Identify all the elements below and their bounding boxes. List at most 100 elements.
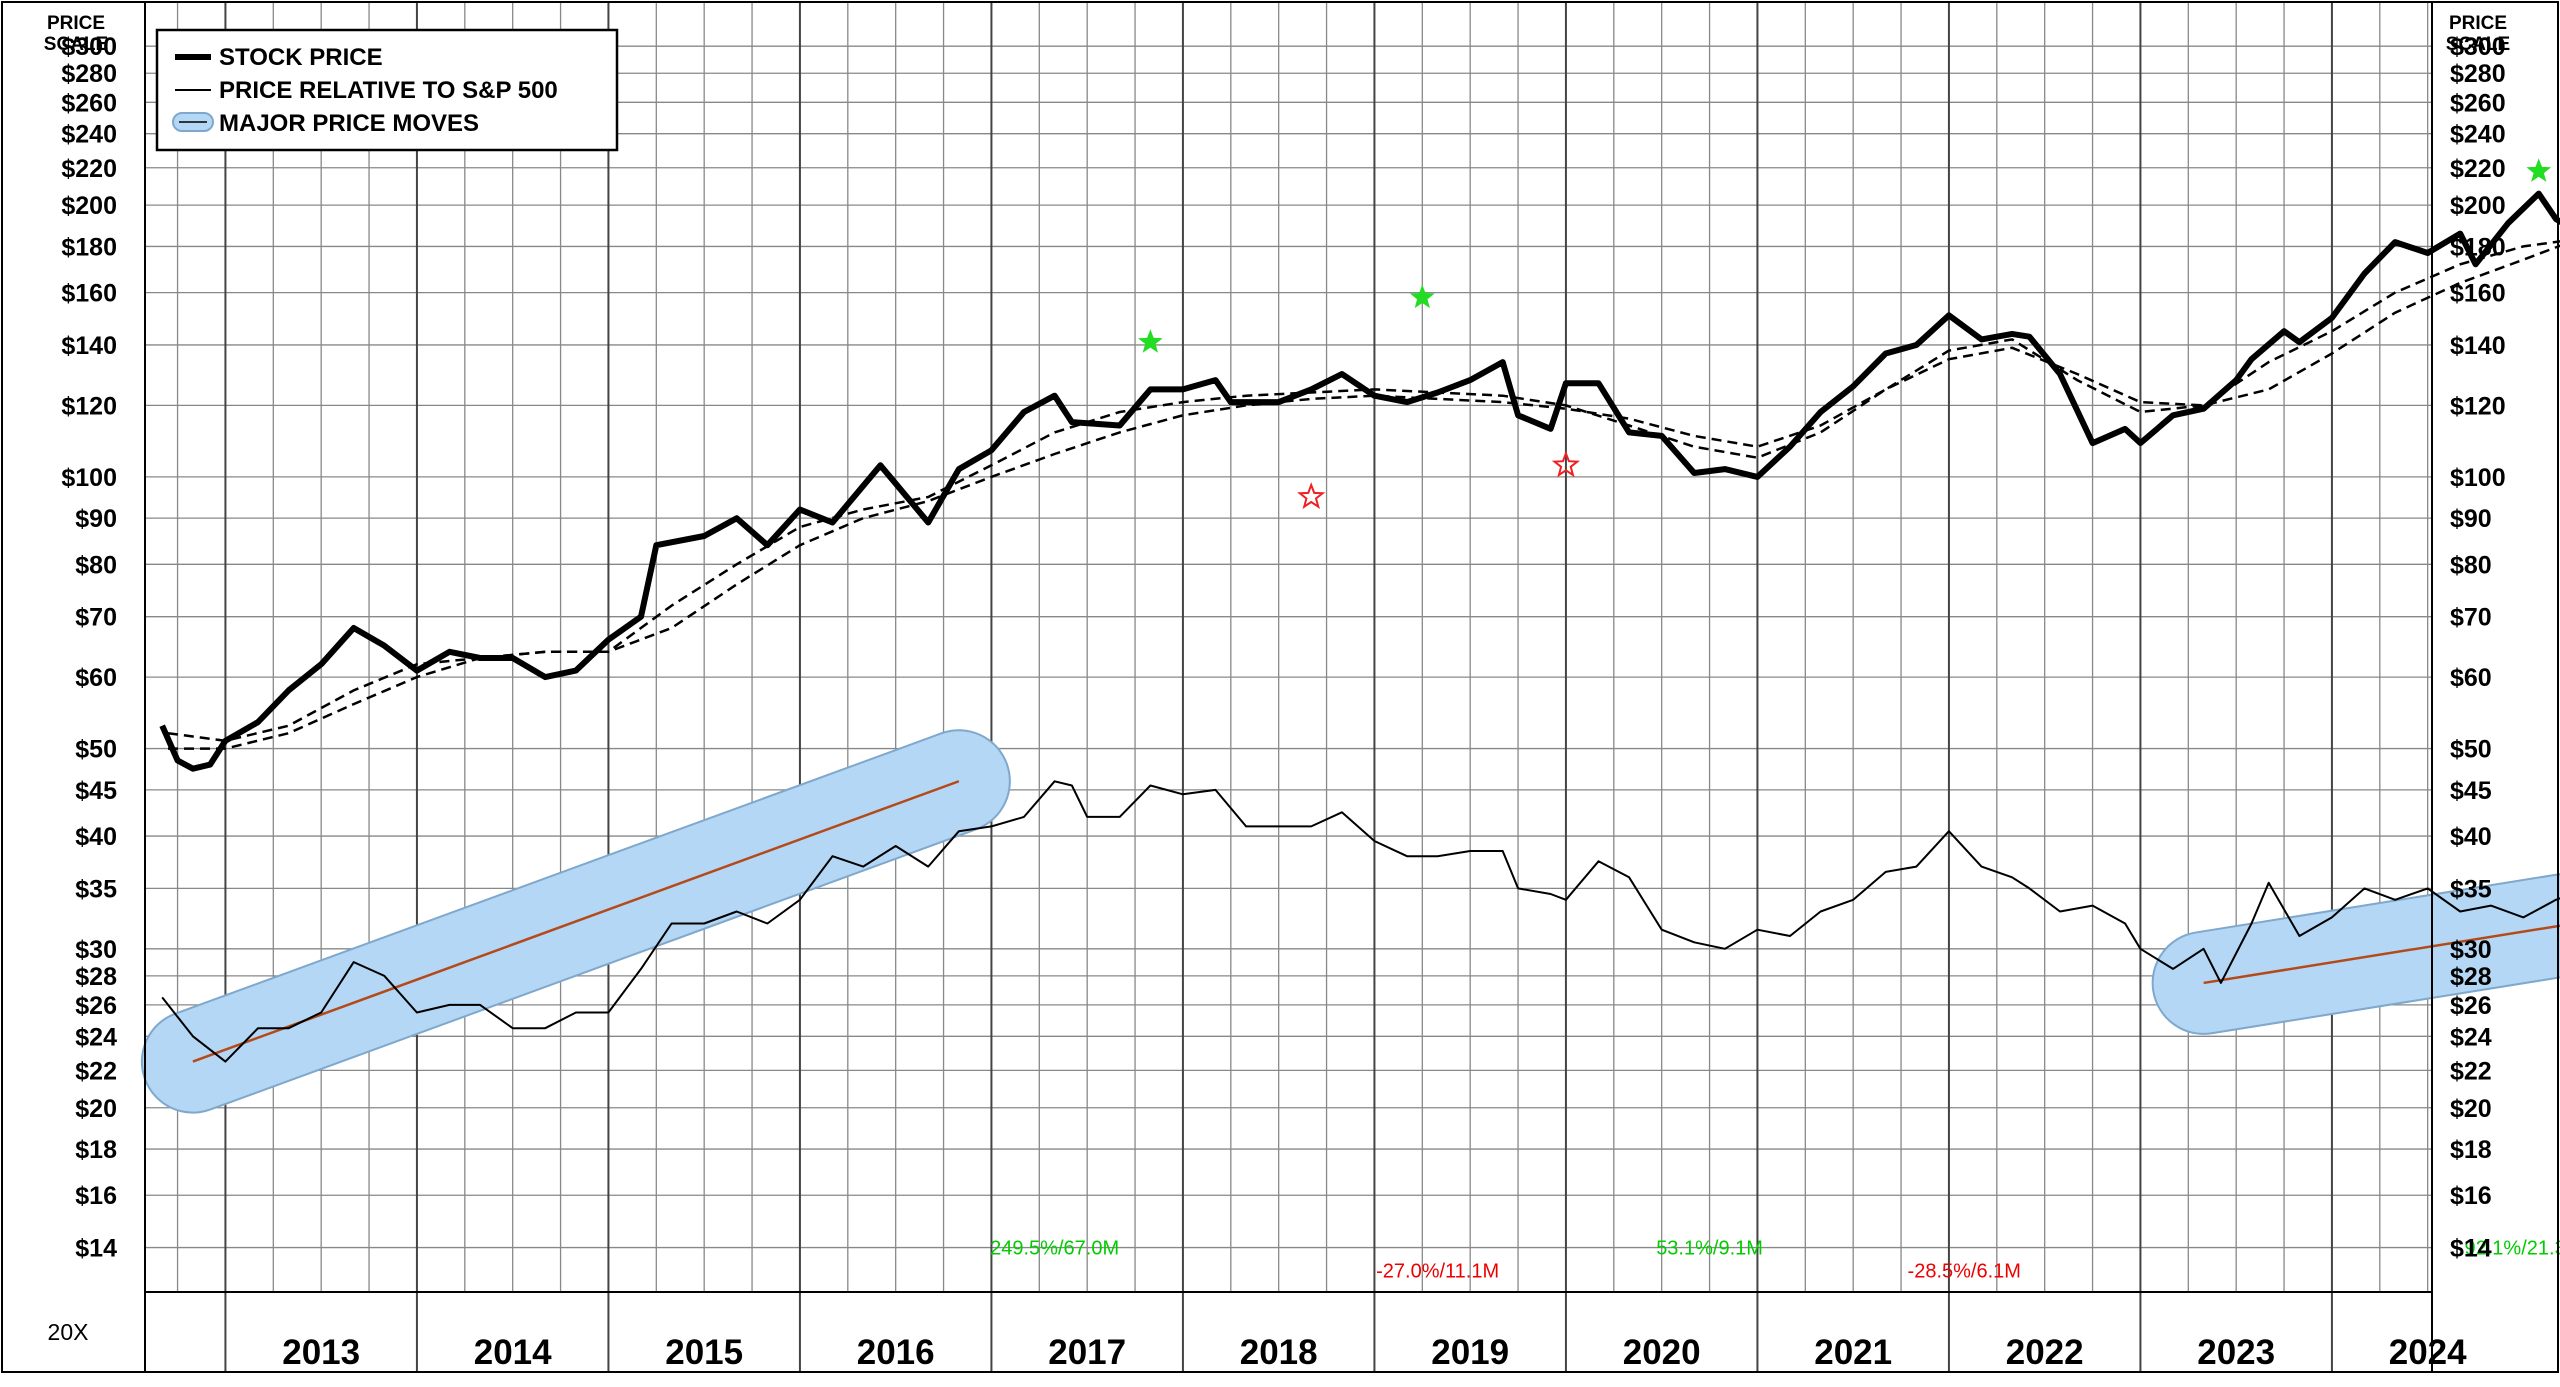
move-annotation: 92.1%/21.3M: [2465, 1238, 2560, 1260]
y-tick-label-left: $100: [61, 464, 117, 492]
y-tick-label-left: $200: [61, 192, 117, 220]
y-tick-label-left: $22: [75, 1057, 117, 1085]
y-tick-label-right: $14: [2450, 1235, 2492, 1263]
price-scale-title-right: PRICE: [2449, 13, 2507, 34]
y-tick-label-right: $50: [2450, 736, 2492, 764]
y-tick-label-right: $350: [2450, 0, 2506, 1]
y-tick-label-right: $45: [2450, 777, 2492, 805]
y-tick-label-left: $70: [75, 604, 117, 632]
peak-star-marker: [2526, 158, 2552, 182]
y-tick-label-right: $120: [2450, 392, 2506, 420]
y-tick-label-right: $70: [2450, 604, 2492, 632]
y-tick-label-right: $80: [2450, 551, 2492, 579]
move-annotation: 53.1%/9.1M: [1656, 1238, 1763, 1260]
y-tick-label-left: $24: [75, 1023, 117, 1051]
y-tick-label-left: $180: [61, 233, 117, 261]
legend-box: [155, 28, 619, 152]
y-tick-label-left: $220: [61, 155, 117, 183]
price-scale-subtitle-left: SCALE: [44, 34, 108, 55]
y-tick-label-right: $22: [2450, 1057, 2492, 1085]
major-move-trendline: [2203, 924, 2560, 985]
y-tick-label-left: $60: [75, 664, 117, 692]
major-move-trendline: [192, 780, 960, 1063]
y-tick-label-left: $45: [75, 777, 117, 805]
y-tick-label-left: $240: [61, 121, 117, 149]
legend-entry: PRICE RELATIVE TO S&P 500: [219, 77, 558, 104]
year-label-2023: 2023: [2197, 1333, 2275, 1372]
price-scale-title-left: PRICE: [47, 13, 105, 34]
y-tick-label-left: $18: [75, 1136, 117, 1164]
markers: [1138, 158, 2552, 510]
y-tick-label-left: $40: [75, 823, 117, 851]
year-label-2014: 2014: [474, 1333, 552, 1372]
y-tick-label-right: $300: [2450, 33, 2506, 61]
y-tick-label-left: $350: [61, 0, 117, 1]
major-price-moves-bands: [140, 729, 2560, 1114]
series-price-relative-to-s-p-500: [161, 780, 2560, 1063]
year-label-2022: 2022: [2006, 1333, 2084, 1372]
y-tick-label-left: $160: [61, 280, 117, 308]
move-annotation: -27.0%/11.1M: [1376, 1261, 1499, 1283]
y-tick-label-left: $140: [61, 332, 117, 360]
y-tick-label-right: $60: [2450, 664, 2492, 692]
y-tick-label-right: $160: [2450, 280, 2506, 308]
series-lines: [159, 190, 2560, 1063]
y-tick-label-left: $90: [75, 505, 117, 533]
peak-star-marker: [1138, 329, 1163, 353]
y-tick-label-left: $50: [75, 736, 117, 764]
trough-star-marker: [1297, 482, 1326, 510]
annotations: 249.5%/67.0M -27.0%/11.1M 53.1%/9.1M -28.5%…: [990, 1238, 2560, 1283]
price-scale-subtitle-right: SCALE: [2446, 34, 2510, 55]
y-tick-label-right: $100: [2450, 464, 2506, 492]
y-tick-label-right: $28: [2450, 963, 2492, 991]
y-tick-label-left: $26: [75, 992, 117, 1020]
y-tick-label-left: $30: [75, 936, 117, 964]
y-tick-label-right: $18: [2450, 1136, 2492, 1164]
y-tick-label-right: $90: [2450, 505, 2492, 533]
y-tick-label-right: $220: [2450, 155, 2506, 183]
y-tick-label-left: $80: [75, 551, 117, 579]
y-tick-label-right: $20: [2450, 1095, 2492, 1123]
trough-star-marker: [1551, 450, 1581, 478]
y-tick-label-right: $30: [2450, 936, 2492, 964]
year-label-2016: 2016: [857, 1333, 935, 1372]
y-tick-label-right: $16: [2450, 1182, 2492, 1210]
year-label-2013: 2013: [282, 1333, 360, 1372]
y-tick-label-left: $28: [75, 963, 117, 991]
y-tick-label-left: $300: [61, 33, 117, 61]
move-annotation: -28.5%/6.1M: [1908, 1261, 2021, 1283]
y-tick-label-right: $260: [2450, 89, 2506, 117]
year-label-2021: 2021: [1814, 1333, 1892, 1372]
year-label-2015: 2015: [665, 1333, 743, 1372]
y-tick-label-right: $26: [2450, 992, 2492, 1020]
y-tick-label-right: $240: [2450, 121, 2506, 149]
y-tick-label-left: $120: [61, 392, 117, 420]
legend-entry: STOCK PRICE: [219, 44, 383, 71]
y-tick-label-right: $24: [2450, 1023, 2492, 1051]
y-tick-label-right: $200: [2450, 192, 2506, 220]
y-tick-label-right: $35: [2450, 875, 2492, 903]
year-label-2020: 2020: [1623, 1333, 1701, 1372]
grid: [145, 2, 2432, 1372]
legend: STOCK PRICE PRICE RELATIVE TO S&P 500 MAJO…: [155, 28, 619, 152]
series-moving-average-slow: [168, 244, 2560, 750]
y-tick-label-left: $14: [75, 1235, 117, 1263]
y-tick-label-right: $40: [2450, 823, 2492, 851]
y-tick-label-left: $16: [75, 1182, 117, 1210]
legend-entry: MAJOR PRICE MOVES: [219, 110, 479, 137]
y-tick-label-left: $35: [75, 875, 117, 903]
y-tick-label-left: $260: [61, 89, 117, 117]
y-tick-label-left: $280: [61, 60, 117, 88]
y-tick-label-right: $140: [2450, 332, 2506, 360]
year-label-2018: 2018: [1240, 1333, 1318, 1372]
series-stock-price: [159, 190, 2560, 772]
series-moving-average-fast: [167, 240, 2560, 743]
y-tick-label-right: $280: [2450, 60, 2506, 88]
move-annotation: 249.5%/67.0M: [990, 1238, 1119, 1260]
y-tick-label-left: $20: [75, 1095, 117, 1123]
year-label-2024: 2024: [2389, 1333, 2467, 1372]
